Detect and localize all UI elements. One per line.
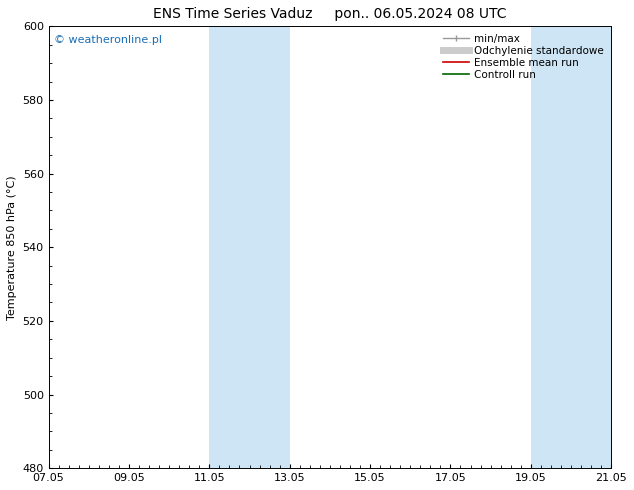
Bar — [571, 26, 611, 468]
Y-axis label: Temperature 850 hPa (°C): Temperature 850 hPa (°C) — [7, 175, 17, 319]
Bar — [209, 26, 250, 468]
Bar — [250, 26, 290, 468]
Legend: min/max, Odchylenie standardowe, Ensemble mean run, Controll run: min/max, Odchylenie standardowe, Ensembl… — [441, 31, 606, 82]
Bar — [531, 26, 571, 468]
Text: © weatheronline.pl: © weatheronline.pl — [55, 35, 162, 45]
Title: ENS Time Series Vaduz     pon.. 06.05.2024 08 UTC: ENS Time Series Vaduz pon.. 06.05.2024 0… — [153, 7, 507, 21]
